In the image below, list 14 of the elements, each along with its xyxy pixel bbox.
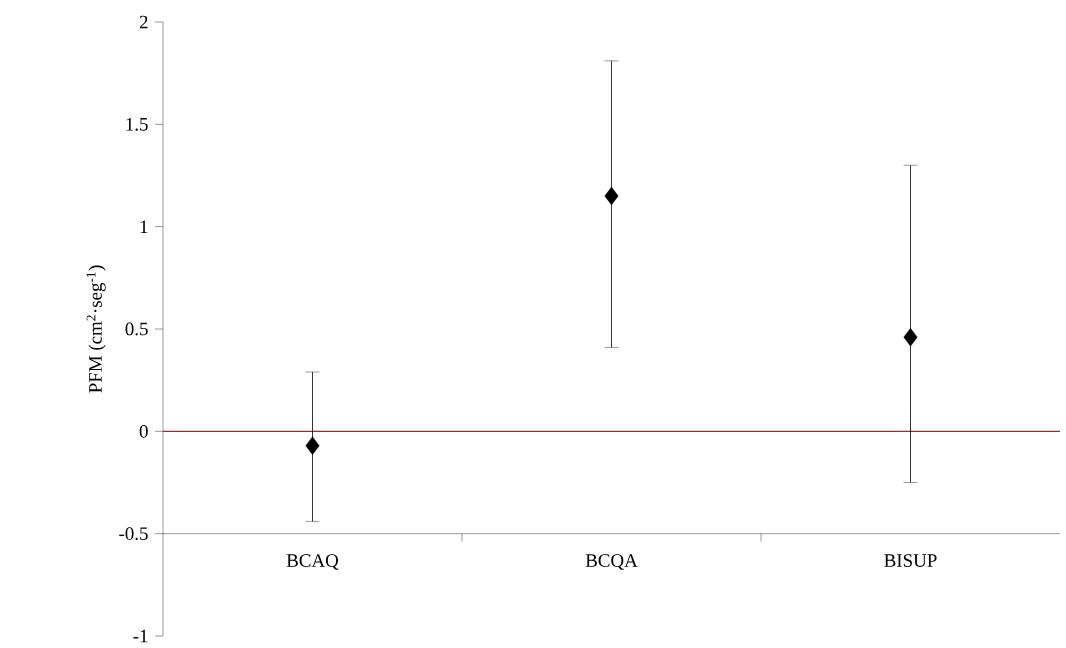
x-tick-label: BISUP [884,554,937,567]
y-axis-title: PFM (cm$^{2}$·seg$^{-1}$) [86,265,106,393]
y-tick-label: -0.5 [119,527,148,541]
y-tick-label: -1 [133,629,148,643]
y-tick-label: 0.5 [125,322,148,336]
point [305,436,320,455]
y-tick-label: 1.5 [126,117,148,131]
x-tick-label: BCQA [585,554,638,570]
y-tick-label: 0 [139,424,148,438]
y-tick-label: 1 [140,220,148,233]
x-tick-label: BCAQ [286,554,339,570]
y-tick-label: 2 [139,15,148,29]
point [903,327,918,347]
point [604,186,619,206]
